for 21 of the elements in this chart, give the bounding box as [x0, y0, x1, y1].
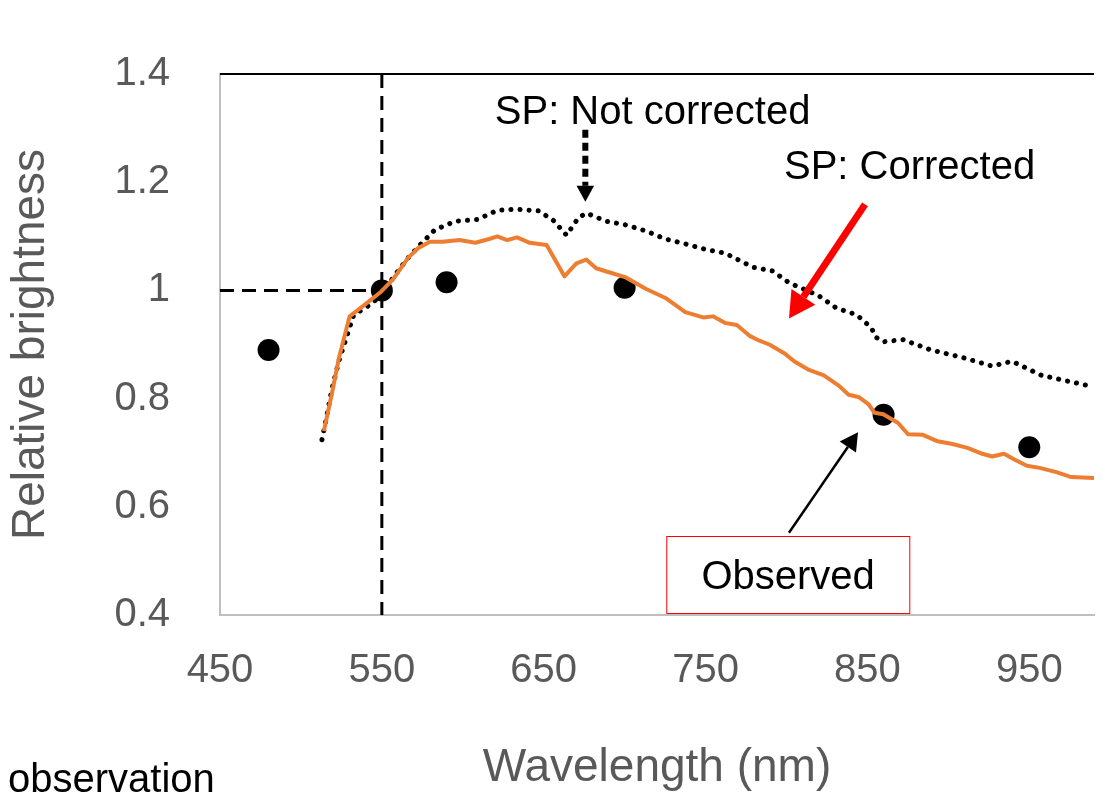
y-tick-label: 1 — [147, 265, 170, 310]
y-axis-title: Relative brightness — [2, 148, 55, 541]
x-axis-title: Wavelength (nm) — [482, 739, 832, 792]
annotation: Observed — [666, 535, 910, 614]
y-tick-label: 0.4 — [114, 590, 170, 635]
annotation: SP: Not corrected — [494, 87, 811, 132]
y-tick-label: 0.8 — [114, 373, 170, 418]
y-tick-label: 0.6 — [114, 481, 170, 526]
x-tick-label: 750 — [672, 646, 739, 691]
point — [1018, 436, 1041, 459]
y-tick-label: 1.4 — [114, 49, 170, 94]
x-tick-label: 450 — [186, 646, 254, 691]
x-tick-label: 650 — [510, 646, 578, 691]
point — [257, 338, 280, 361]
x-tick-label: 550 — [348, 646, 416, 691]
point — [435, 271, 458, 294]
x-tick-label: 950 — [995, 646, 1063, 691]
y-tick-label: 1.2 — [114, 157, 170, 202]
annotation: SP: Corrected — [783, 143, 1036, 188]
text: observation — [8, 756, 215, 800]
x-tick-label: 850 — [834, 646, 901, 691]
